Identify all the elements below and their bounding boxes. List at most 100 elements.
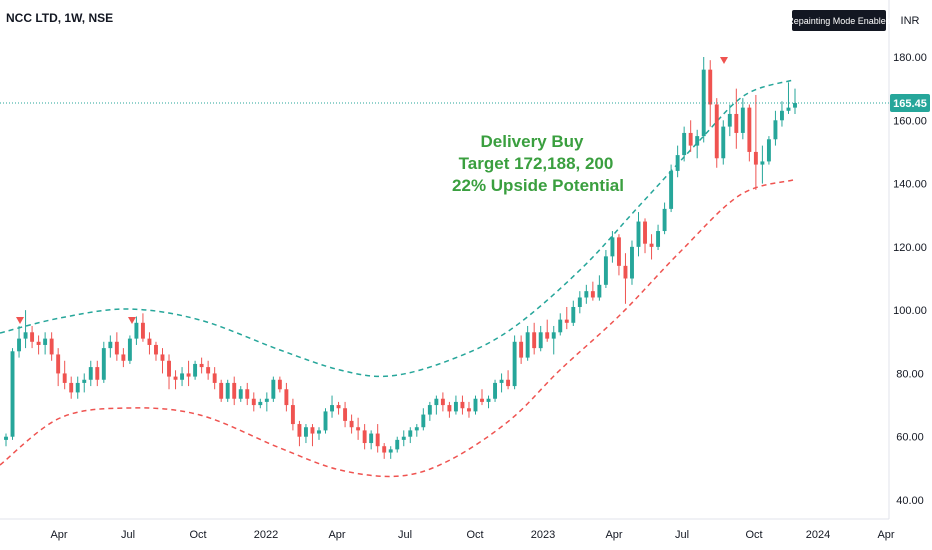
candle-body: [343, 408, 348, 421]
candle-body: [303, 427, 308, 437]
candle-body: [375, 433, 380, 447]
candle-body: [160, 354, 165, 361]
candle-body: [630, 246, 634, 279]
candle-body: [519, 341, 524, 358]
candle-body: [127, 338, 132, 361]
x-tick-label: Apr: [50, 529, 67, 541]
candle-body: [584, 291, 589, 298]
candle-body: [427, 405, 432, 415]
candle-body: [30, 332, 35, 342]
candle-body: [643, 221, 647, 244]
candle-body: [525, 332, 530, 358]
candle-body: [714, 104, 719, 159]
candle-body: [480, 398, 484, 402]
currency-label[interactable]: INR: [901, 15, 920, 27]
candle-body: [460, 401, 465, 409]
candle-body: [747, 107, 752, 152]
candle-body: [323, 411, 328, 431]
candle-body: [43, 338, 48, 345]
candle-body: [284, 389, 289, 406]
candle-body: [167, 360, 171, 377]
sell-signal-marker: [720, 57, 728, 64]
candle-body: [330, 405, 334, 412]
candlestick-series: [4, 57, 797, 459]
candle-body: [245, 389, 250, 399]
candle-body: [616, 237, 621, 266]
candle-body: [447, 405, 452, 412]
candle-body: [69, 382, 74, 393]
y-tick-label: 120.00: [893, 242, 927, 254]
y-tick-label: 160.00: [893, 115, 927, 127]
candle-body: [56, 354, 61, 374]
signal-markers: [16, 57, 728, 324]
candle-body: [558, 319, 563, 333]
candle-body: [656, 231, 661, 247]
candle-body: [297, 424, 302, 437]
candle-body: [590, 291, 595, 298]
x-tick-label: Jul: [675, 529, 689, 541]
candle-body: [773, 120, 778, 140]
candle-body: [10, 351, 15, 437]
candle-body: [193, 363, 198, 377]
candle-body: [675, 155, 680, 171]
candle-body: [206, 367, 211, 374]
candle-body: [108, 341, 113, 349]
candle-body: [793, 103, 797, 108]
candle-body: [95, 367, 100, 380]
candle-body: [277, 379, 282, 390]
candle-body: [225, 382, 230, 399]
candle-body: [36, 341, 41, 345]
candle-body: [682, 132, 687, 156]
candle-body: [740, 107, 745, 133]
x-tick-label: Apr: [605, 529, 622, 541]
candle-body: [512, 341, 517, 387]
candle-body: [421, 414, 426, 428]
candle-body: [636, 221, 641, 247]
price-axis[interactable]: 180.00 160.00 140.00 120.00 100.00 80.00 60.00…: [893, 52, 927, 507]
candle-body: [317, 430, 321, 434]
candle-body: [721, 126, 726, 159]
candle-body: [401, 436, 406, 440]
candle-body: [727, 113, 732, 127]
candle-body: [49, 338, 54, 355]
candle-body: [17, 338, 21, 352]
candle-body: [264, 398, 269, 402]
annotation-line-3: 22% Upside Potential: [452, 176, 624, 195]
x-tick-label: Oct: [466, 529, 483, 541]
candle-body: [760, 161, 765, 165]
candle-body: [414, 427, 419, 431]
candle-body: [571, 306, 576, 323]
candle-body: [780, 110, 784, 121]
sell-signal-marker: [16, 317, 24, 324]
candle-body: [603, 256, 608, 285]
candle-body: [551, 332, 556, 339]
candle-body: [577, 297, 582, 307]
candle-body: [382, 446, 387, 453]
candle-body: [662, 208, 667, 232]
candle-body: [467, 408, 471, 412]
candle-body: [62, 373, 67, 383]
y-tick-label: 140.00: [893, 179, 927, 191]
candle-body: [564, 319, 569, 323]
candle-body: [232, 382, 237, 399]
candle-body: [434, 398, 439, 406]
candle-body: [499, 379, 504, 383]
y-tick-label: 80.00: [896, 368, 924, 380]
annotation-line-2: Target 172,188, 200: [459, 154, 614, 173]
candle-body: [369, 433, 374, 444]
x-tick-label: Apr: [877, 529, 894, 541]
candle-body: [258, 401, 263, 406]
candle-body: [623, 265, 628, 279]
last-price-tag: 165.45: [890, 94, 930, 113]
candle-body: [140, 322, 145, 339]
candle-body: [180, 373, 185, 380]
candle-body: [786, 107, 791, 111]
candle-body: [538, 332, 543, 349]
sell-signal-marker: [128, 317, 136, 324]
candle-body: [238, 389, 243, 399]
candle-body: [493, 382, 498, 399]
candle-body: [75, 382, 80, 393]
time-axis[interactable]: Apr Jul Oct 2022 Apr Jul Oct 2023 Apr Jul Oct 2024 A…: [50, 529, 894, 541]
x-tick-label: Jul: [398, 529, 412, 541]
